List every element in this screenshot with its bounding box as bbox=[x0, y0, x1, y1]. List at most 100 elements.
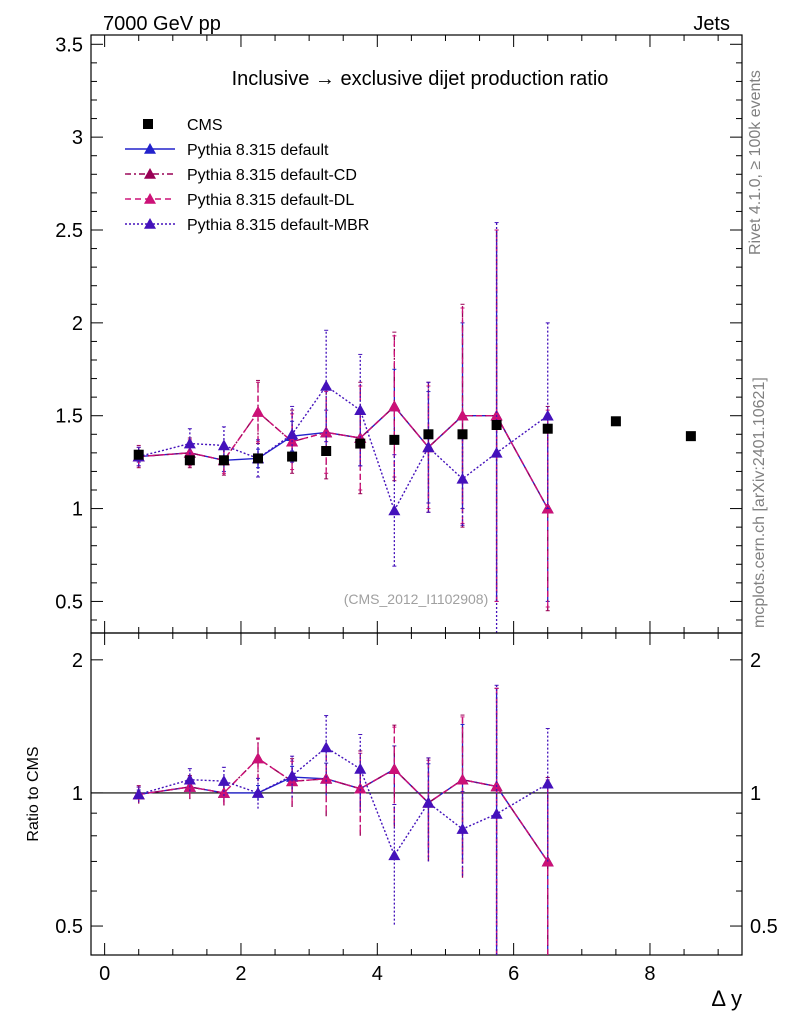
x-tick-label: 6 bbox=[508, 963, 519, 985]
ratio-point bbox=[388, 763, 401, 775]
ratio-point bbox=[217, 775, 230, 786]
x-tick-label: 4 bbox=[372, 963, 383, 985]
x-axis-label: Δ y bbox=[711, 986, 742, 1011]
y-tick-label: 0.5 bbox=[55, 591, 83, 613]
ratio-point bbox=[252, 786, 265, 798]
analysis-watermark: (CMS_2012_I1102908) bbox=[344, 591, 489, 607]
y-tick-label: 1.5 bbox=[55, 406, 83, 428]
series-ratio-1 bbox=[132, 687, 554, 955]
ratio-axis-ticks: 0.5 0.5 1 1 2 2 bbox=[55, 633, 778, 955]
cms-point bbox=[610, 416, 621, 427]
cms-point bbox=[457, 429, 468, 440]
series-line bbox=[138, 405, 549, 509]
x-tick-label: 8 bbox=[644, 963, 655, 985]
data-point bbox=[286, 428, 299, 440]
jets-label: Jets bbox=[693, 13, 730, 35]
series-ratio-3 bbox=[132, 684, 554, 955]
x-tick-labels: 0 2 4 6 8 bbox=[99, 963, 655, 985]
legend-marker bbox=[144, 143, 156, 154]
cms-point bbox=[491, 420, 502, 430]
y-tick-label: 1 bbox=[72, 499, 83, 521]
ratio-y-tick-label: 2 bbox=[72, 650, 83, 672]
energy-label: 7000 GeV pp bbox=[103, 13, 221, 35]
ratio-point bbox=[217, 786, 230, 798]
y-tick-label: 3.5 bbox=[55, 34, 83, 56]
rivet-version-label: Rivet 4.1.0, ≥ 100k events bbox=[747, 70, 764, 255]
series-main-2 bbox=[132, 229, 554, 608]
data-point bbox=[490, 446, 503, 458]
data-point bbox=[456, 409, 469, 421]
cms-point bbox=[423, 429, 434, 440]
series-line bbox=[138, 385, 549, 513]
ratio-y-tick-label-right: 2 bbox=[750, 650, 761, 672]
ratio-point bbox=[286, 769, 299, 781]
series-line bbox=[138, 405, 549, 509]
mcplots-label: mcplots.cern.ch [arXiv:2401.10621] bbox=[751, 377, 768, 628]
series-ratio-line bbox=[138, 746, 549, 857]
legend-marker bbox=[144, 218, 156, 229]
data-point bbox=[388, 504, 401, 516]
ratio-y-tick-label: 0.5 bbox=[55, 916, 83, 938]
data-point bbox=[388, 400, 401, 412]
ratio-point bbox=[252, 752, 265, 764]
data-point bbox=[456, 472, 469, 484]
data-point bbox=[252, 406, 265, 417]
legend-marker bbox=[144, 193, 156, 204]
data-point bbox=[541, 409, 554, 421]
ratio-point bbox=[388, 849, 401, 861]
data-point bbox=[217, 439, 230, 451]
ratio-point bbox=[354, 782, 367, 794]
chart-title: Inclusive → exclusive dijet production r… bbox=[232, 68, 609, 90]
series-ratio-line bbox=[138, 757, 549, 863]
legend-cms-label: CMS bbox=[187, 117, 223, 134]
cms-point bbox=[287, 451, 298, 462]
y-tick-label: 3 bbox=[72, 127, 83, 149]
legend-label: Pythia 8.315 default bbox=[187, 142, 329, 159]
ratio-y-tick-label: 1 bbox=[72, 783, 83, 805]
cms-point bbox=[685, 431, 696, 442]
data-point bbox=[320, 380, 333, 391]
legend-cms-marker bbox=[143, 119, 153, 129]
ratio-point bbox=[456, 823, 469, 834]
ratio-series-layer bbox=[132, 684, 554, 955]
data-point bbox=[183, 446, 196, 458]
cms-data bbox=[133, 416, 696, 466]
cms-point bbox=[389, 434, 400, 445]
ratio-point bbox=[456, 773, 469, 785]
ratio-point bbox=[354, 762, 367, 774]
ratio-point bbox=[422, 796, 435, 808]
cms-point bbox=[133, 449, 144, 460]
series-main-3 bbox=[132, 222, 554, 634]
main-series-layer bbox=[132, 222, 696, 634]
ratio-point bbox=[320, 741, 333, 753]
series-ratio-line bbox=[138, 757, 549, 863]
series-line bbox=[138, 405, 549, 509]
cms-point bbox=[253, 453, 264, 464]
ratio-point bbox=[320, 772, 333, 784]
legend-label: Pythia 8.315 default-MBR bbox=[187, 217, 369, 234]
data-point bbox=[422, 441, 435, 453]
ratio-frame bbox=[90, 632, 743, 956]
ratio-panel: 0.5 0.5 1 1 2 2 Ratio to CMS bbox=[25, 632, 778, 956]
data-point bbox=[183, 437, 196, 449]
main-axis-ticks: 0.5 1 1.5 2 2.5 3 3.5 bbox=[55, 34, 742, 633]
ratio-y-tick-label-right: 0.5 bbox=[750, 916, 778, 938]
data-point bbox=[354, 404, 367, 415]
main-panel: 0.5 1 1.5 2 2.5 3 3.5 Inclusive → exclusive di… bbox=[55, 34, 743, 634]
cms-point bbox=[184, 455, 195, 466]
x-tick-label: 2 bbox=[235, 963, 246, 985]
ratio-y-tick-label-right: 1 bbox=[750, 783, 761, 805]
series-ratio-0 bbox=[132, 687, 554, 955]
ratio-point bbox=[183, 773, 196, 785]
x-tick-label: 0 bbox=[99, 963, 110, 985]
legend-label: Pythia 8.315 default-CD bbox=[187, 167, 357, 184]
ratio-point bbox=[132, 788, 145, 800]
ratio-point bbox=[541, 777, 554, 789]
legend-marker bbox=[144, 168, 156, 179]
ratio-point bbox=[490, 807, 503, 819]
cms-point bbox=[542, 423, 553, 434]
series-ratio-2 bbox=[132, 687, 554, 955]
y-tick-label: 2.5 bbox=[55, 220, 83, 242]
cms-point bbox=[321, 446, 332, 456]
